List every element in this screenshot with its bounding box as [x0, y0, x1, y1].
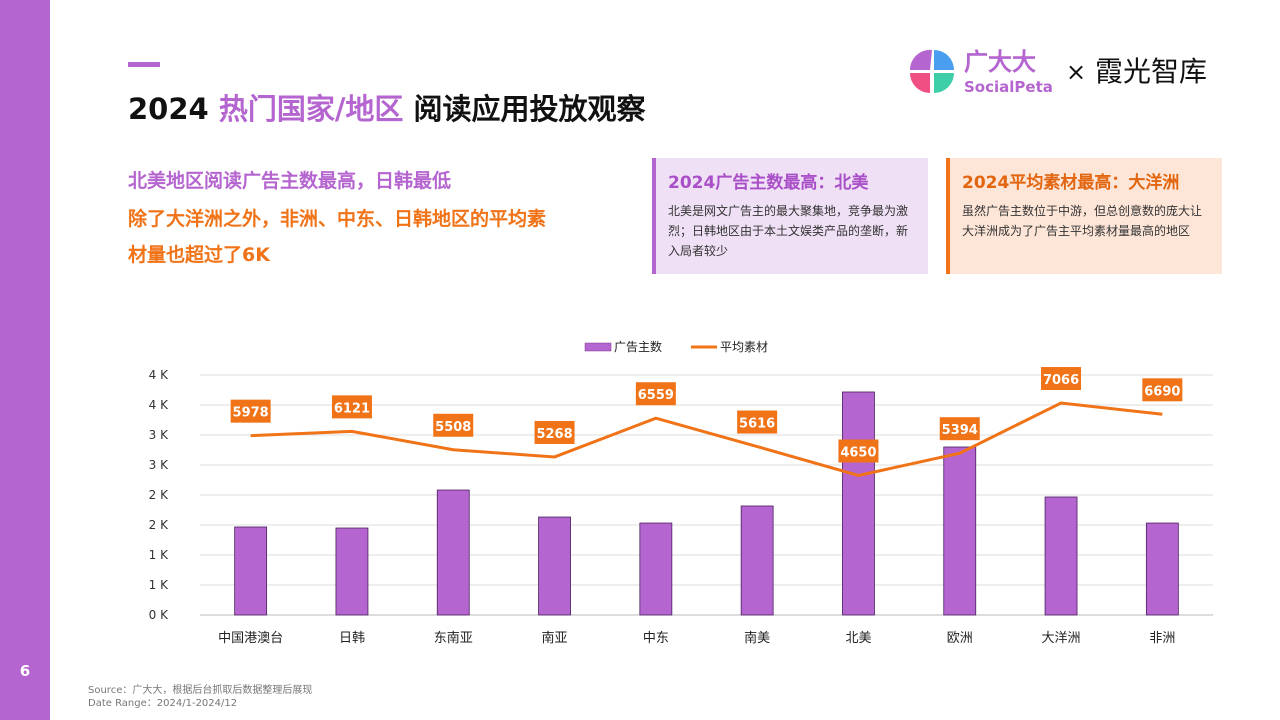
page-number: 6	[19, 662, 31, 680]
data-label-box	[534, 420, 575, 444]
logo-petal	[934, 50, 954, 70]
data-label: 5616	[739, 417, 775, 432]
data-label-box	[939, 417, 980, 441]
insight-card: 2024平均素材最高：大洋洲虽然广告主数位于中游，但总创意数的庞大让大洋洲成为了…	[946, 158, 1222, 274]
y-tick-label: 3 K	[149, 428, 169, 442]
logo: 广大大 SocialPeta × 霞光智库	[909, 48, 1207, 96]
source: Source：广大大，根据后台抓取后数据整理后展现	[88, 685, 313, 696]
logo-partner: 霞光智库	[1095, 55, 1207, 88]
bar	[436, 489, 470, 616]
bar	[1044, 496, 1078, 616]
card-body: 虽然广告主数位于中游，但总创意数的庞大让大洋洲成为了广告主平均素材量最高的地区	[962, 204, 1203, 238]
y-tick-label: 2 K	[149, 518, 169, 532]
bar	[740, 505, 774, 616]
x-tick-label: 北美	[845, 631, 871, 646]
data-label: 5508	[435, 420, 471, 435]
y-tick-label: 4 K	[149, 368, 169, 382]
title-rest: 阅读应用投放观察	[413, 92, 646, 126]
data-label-box	[838, 439, 879, 463]
data-label: 4650	[840, 446, 876, 461]
title: 2024 热门国家/地区 阅读应用投放观察	[128, 86, 646, 128]
card-title: 2024平均素材最高：大洋洲	[962, 173, 1180, 193]
logo-brand-en: SocialPeta	[964, 78, 1053, 96]
summary-line: 除了大洋洲之外，非洲、中东、日韩地区的平均素	[128, 208, 547, 230]
bar	[639, 522, 673, 616]
logo-petal	[910, 73, 930, 93]
y-tick-label: 2 K	[149, 488, 169, 502]
chart: 0 K 1 K 1 K 2 K 2 K 3 K 3 K 4 K 4 K 中国港澳台 日韩 东南亚 南亚 中…	[149, 339, 1213, 646]
data-label-box	[1142, 378, 1183, 402]
data-label: 6559	[638, 388, 674, 403]
bar	[842, 391, 875, 616]
bar	[234, 526, 268, 616]
y-tick-label: 4 K	[149, 398, 169, 412]
summary-line: 材量也超过了6K	[128, 244, 270, 266]
legend-label: 广告主数	[614, 339, 662, 354]
x-tick-label: 南亚	[542, 630, 568, 646]
insight-card: 2024广告主数最高：北美北美是网文广告主的最大聚集地，竞争最为激烈；日韩地区由…	[652, 158, 928, 274]
data-label: 6121	[334, 401, 370, 416]
x-tick-label: 欧洲	[947, 631, 973, 646]
data-label-box	[1041, 367, 1082, 391]
logo-petal	[934, 73, 954, 93]
data-label: 5394	[942, 423, 978, 438]
date-range: Date Range：2024/1-2024/12	[88, 698, 238, 709]
data-label: 6690	[1144, 384, 1180, 399]
legend-swatch	[584, 342, 612, 352]
y-tick-label: 0 K	[149, 608, 169, 622]
bar	[1145, 522, 1179, 616]
logo-times: ×	[1066, 58, 1086, 86]
data-label: 7066	[1043, 373, 1079, 388]
x-tick-label: 东南亚	[434, 630, 473, 646]
data-label: 5978	[233, 406, 269, 421]
data-label-box	[433, 413, 474, 437]
data-label-box	[635, 382, 676, 406]
data-label-box	[331, 395, 372, 419]
x-tick-label: 中东	[643, 631, 669, 646]
title-year: 2024	[128, 92, 209, 126]
title-accent	[128, 62, 160, 67]
logo-petal	[909, 49, 932, 70]
y-tick-label: 3 K	[149, 458, 169, 472]
x-tick-label: 日韩	[339, 631, 365, 646]
bar	[538, 516, 571, 616]
line	[250, 401, 1163, 478]
x-tick-label: 大洋洲	[1042, 631, 1081, 646]
bar	[943, 446, 977, 616]
data-label-box	[737, 410, 778, 434]
x-tick-label: 南美	[744, 630, 770, 646]
bar	[335, 527, 369, 616]
data-label: 5268	[536, 427, 572, 442]
card-body: 北美是网文广告主的最大聚集地，竞争最为激烈；日韩地区由于本土文娱类产品的垄断，新…	[668, 204, 909, 258]
legend-label: 平均素材	[720, 340, 768, 354]
x-tick-label: 中国港澳台	[218, 630, 283, 646]
logo-brand: 广大大	[964, 48, 1036, 76]
y-tick-label: 1 K	[149, 548, 169, 562]
title-highlight: 热门国家/地区	[218, 92, 404, 126]
y-tick-label: 1 K	[149, 578, 169, 592]
side-strip	[0, 0, 50, 720]
summary-line: 北美地区阅读广告主数最高，日韩最低	[128, 170, 452, 192]
data-label-box	[230, 399, 271, 423]
x-tick-label: 非洲	[1149, 631, 1175, 646]
card-title: 2024广告主数最高：北美	[668, 173, 869, 193]
